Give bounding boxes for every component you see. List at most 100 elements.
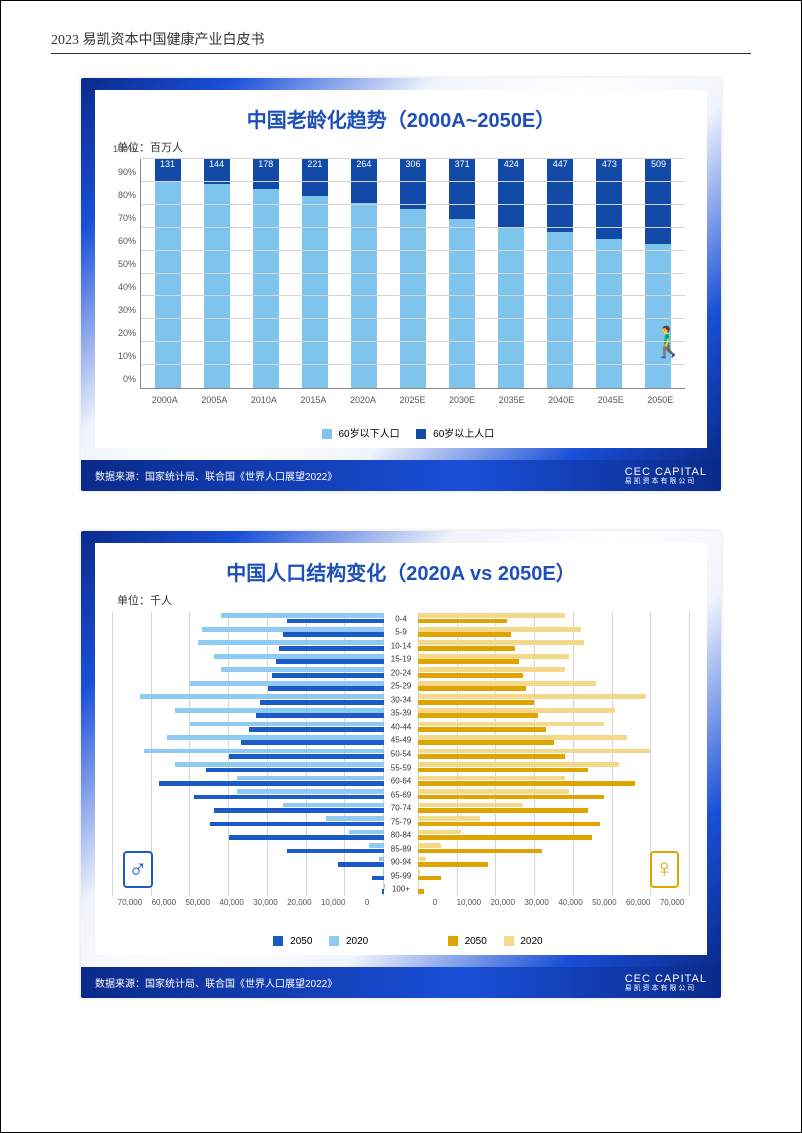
bar-group: 371 bbox=[442, 159, 483, 388]
pyr-bar-female-2050 bbox=[418, 889, 424, 894]
pyramid-male-half bbox=[113, 612, 384, 896]
brand-text: CEC CAPITAL bbox=[625, 973, 707, 985]
age-label: 70-74 bbox=[384, 804, 418, 813]
x-labels-male: 70,00060,00050,00040,00030,00020,00010,0… bbox=[113, 898, 384, 914]
pyr-bar-male-2050 bbox=[276, 659, 384, 664]
x-tick: 40,000 bbox=[215, 898, 249, 914]
bar-value-label: 264 bbox=[354, 159, 373, 169]
bar-over60 bbox=[645, 159, 671, 244]
pyramid-female-half bbox=[418, 612, 689, 896]
legend-swatch-over60 bbox=[416, 429, 426, 439]
pyr-bar-male-2050 bbox=[229, 754, 384, 759]
pyr-bar-female-2050 bbox=[418, 727, 546, 732]
pyr-bar-female-2020 bbox=[418, 627, 581, 632]
document-header: 2023 易凯资本中国健康产业白皮书 bbox=[51, 29, 751, 54]
pyr-bar-female-2050 bbox=[418, 632, 511, 637]
x-tick: 50,000 bbox=[587, 898, 621, 914]
bar-under60 bbox=[449, 219, 475, 388]
x-tick: 40,000 bbox=[554, 898, 588, 914]
x-label: 2000A bbox=[144, 391, 186, 419]
pyr-bar-male-2050 bbox=[214, 808, 384, 813]
y-tick: 80% bbox=[102, 190, 136, 200]
y-tick: 0% bbox=[102, 374, 136, 384]
y-tick: 70% bbox=[102, 213, 136, 223]
bar-stack bbox=[498, 159, 524, 388]
grid-line bbox=[141, 341, 685, 342]
pyr-bar-male-2050 bbox=[206, 768, 384, 773]
bar-stack bbox=[400, 159, 426, 388]
x-tick: 70,000 bbox=[113, 898, 147, 914]
chart2-area: 0-45-910-1415-1920-2425-2930-3435-3940-4… bbox=[113, 612, 689, 932]
grid-line bbox=[141, 227, 685, 228]
bar-value-label: 371 bbox=[453, 159, 472, 169]
bar-value-label: 473 bbox=[600, 159, 619, 169]
x-label: 2050E bbox=[639, 391, 681, 419]
pyr-bar-male-2020 bbox=[202, 627, 384, 632]
pyr-bar-male-2020 bbox=[140, 694, 384, 699]
pyr-bar-female-2020 bbox=[418, 667, 565, 672]
y-tick: 20% bbox=[102, 328, 136, 338]
pyr-bar-male-2020 bbox=[221, 667, 384, 672]
bar-value-label: 144 bbox=[207, 159, 226, 169]
chart1-legend: 60岁以下人口 60岁以上人口 bbox=[95, 419, 707, 448]
pyr-bar-female-2020 bbox=[418, 735, 627, 740]
chart2-unit: 单位：千人 bbox=[95, 592, 707, 612]
grid-line bbox=[189, 612, 190, 896]
x-tick: 0 bbox=[350, 898, 384, 914]
pyr-bar-female-2050 bbox=[418, 740, 554, 745]
y-tick: 100% bbox=[102, 144, 136, 154]
x-tick: 50,000 bbox=[181, 898, 215, 914]
legend-swatch-f2050 bbox=[448, 936, 458, 946]
pyr-bar-female-2050 bbox=[418, 673, 523, 678]
pyr-bar-female-2050 bbox=[418, 876, 441, 881]
bar-group: 424 bbox=[491, 159, 532, 388]
pyr-bar-female-2050 bbox=[418, 795, 604, 800]
pyr-bar-female-2020 bbox=[418, 857, 426, 862]
bar-group: 447 bbox=[540, 159, 581, 388]
footer-brand: CEC CAPITAL 易 凯 资 本 有 限 公 司 bbox=[625, 973, 707, 992]
bar-under60 bbox=[204, 184, 230, 388]
age-label: 90-94 bbox=[384, 858, 418, 867]
chart2-plot: 0-45-910-1415-1920-2425-2930-3435-3940-4… bbox=[113, 612, 689, 896]
bar-value-label: 424 bbox=[502, 159, 521, 169]
pyr-bar-male-2050 bbox=[256, 713, 384, 718]
y-tick: 40% bbox=[102, 282, 136, 292]
x-label: 2005A bbox=[194, 391, 236, 419]
pyr-bar-female-2050 bbox=[418, 713, 538, 718]
footer-brand: CEC CAPITAL 易 凯 资 本 有 限 公 司 bbox=[625, 466, 707, 485]
pyr-bar-male-2020 bbox=[198, 640, 384, 645]
bar-group: 144 bbox=[196, 159, 237, 388]
bar-stack bbox=[253, 159, 279, 388]
chart2-legend: 2050 2020 2050 2020 bbox=[95, 932, 707, 955]
grid-line bbox=[141, 181, 685, 182]
aging-trend-card: 中国老龄化趋势（2000A~2050E） 单位：百万人 0%10%20%30%4… bbox=[81, 78, 721, 491]
age-label: 80-84 bbox=[384, 831, 418, 840]
female-icon: ♀ bbox=[650, 851, 680, 888]
x-labels-female: 010,00020,00030,00040,00050,00060,00070,… bbox=[418, 898, 689, 914]
x-tick: 60,000 bbox=[621, 898, 655, 914]
x-tick: 30,000 bbox=[249, 898, 283, 914]
x-label: 2030E bbox=[441, 391, 483, 419]
card-body: 中国人口结构变化（2020A vs 2050E） 单位：千人 0-45-910-… bbox=[95, 543, 707, 955]
chart1-footer: 数据来源：国家统计局、联合国《世界人口展望2022》 CEC CAPITAL 易… bbox=[81, 460, 721, 491]
bar-stack bbox=[302, 159, 328, 388]
x-tick: 20,000 bbox=[486, 898, 520, 914]
bar-over60 bbox=[547, 159, 573, 232]
chart1-unit: 单位：百万人 bbox=[95, 139, 707, 159]
bar-over60 bbox=[498, 159, 524, 228]
y-tick: 30% bbox=[102, 305, 136, 315]
bar-group: 473 bbox=[589, 159, 630, 388]
bar-group: 306 bbox=[392, 159, 433, 388]
pyr-bar-female-2050 bbox=[418, 700, 534, 705]
card-body: 中国老龄化趋势（2000A~2050E） 单位：百万人 0%10%20%30%4… bbox=[95, 90, 707, 448]
pyr-bar-male-2050 bbox=[268, 686, 384, 691]
population-pyramid-card: 中国人口结构变化（2020A vs 2050E） 单位：千人 0-45-910-… bbox=[81, 531, 721, 998]
pyr-bar-female-2050 bbox=[418, 808, 588, 813]
pyr-bar-male-2050 bbox=[272, 673, 384, 678]
pyr-bar-male-2020 bbox=[175, 762, 384, 767]
pyr-bar-male-2020 bbox=[369, 843, 384, 848]
age-label: 45-49 bbox=[384, 736, 418, 745]
age-label: 75-79 bbox=[384, 817, 418, 826]
age-label: 25-29 bbox=[384, 682, 418, 691]
bar-stack bbox=[155, 159, 181, 388]
